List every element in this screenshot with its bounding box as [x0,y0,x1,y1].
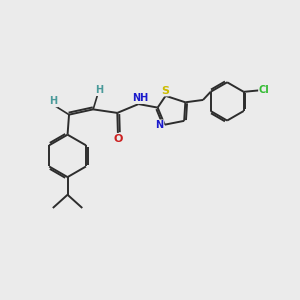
Text: H: H [95,85,103,95]
Text: N: N [155,120,164,130]
Text: O: O [113,134,123,144]
Text: Cl: Cl [259,85,270,95]
Text: S: S [161,85,169,95]
Text: NH: NH [132,93,148,103]
Text: H: H [50,96,58,106]
